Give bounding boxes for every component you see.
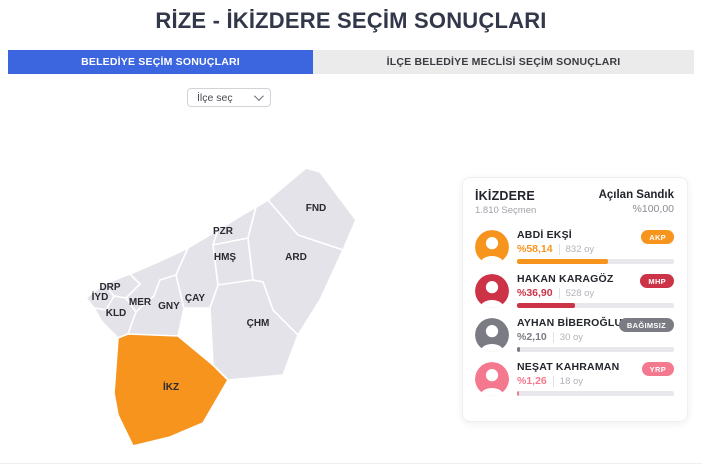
party-badge: MHP bbox=[640, 274, 674, 288]
opened-ballot-value: %100,00 bbox=[632, 203, 674, 215]
vote-bar-track bbox=[517, 259, 674, 264]
vote-bar-fill bbox=[517, 347, 521, 352]
province-map-container: İYD DRP KLD MER GNY ÇAY PZR HMŞ FND ARD ÇHM İKZ bbox=[58, 150, 403, 465]
map-label-mer: MER bbox=[129, 297, 152, 308]
person-avatar-icon bbox=[475, 318, 509, 352]
person-avatar-icon bbox=[475, 362, 509, 396]
results-voter-count: 1.810 Seçmen bbox=[475, 205, 537, 216]
map-label-drp: DRP bbox=[99, 282, 120, 293]
vote-bar-fill bbox=[517, 303, 575, 308]
candidate-percent: %58,14 bbox=[517, 243, 553, 255]
map-label-çay: ÇAY bbox=[185, 293, 206, 304]
vote-bar-track bbox=[517, 391, 674, 396]
candidate-votes: 30 oy bbox=[552, 332, 583, 343]
candidate-percent: %36,90 bbox=[517, 287, 553, 299]
candidate-name: HAKAN KARAGÖZ bbox=[517, 273, 614, 285]
party-badge: YRP bbox=[641, 362, 674, 376]
map-label-i̇kz: İKZ bbox=[163, 380, 179, 393]
candidate-percent: %2,10 bbox=[517, 331, 547, 343]
party-badge: BAĞIMSIZ bbox=[618, 318, 674, 332]
map-label-fnd: FND bbox=[306, 203, 327, 214]
candidate-percent: %1,26 bbox=[517, 375, 547, 387]
vote-bar-track bbox=[517, 347, 674, 352]
candidate-votes: 18 oy bbox=[552, 376, 583, 387]
vote-bar-fill bbox=[517, 391, 519, 396]
candidate-votes: 528 oy bbox=[558, 288, 594, 299]
candidate-votes: 832 oy bbox=[558, 244, 594, 255]
district-select-value: İlçe seç bbox=[197, 91, 233, 104]
opened-ballot-label: Açılan Sandık bbox=[598, 189, 674, 201]
candidate-row: AYHAN BİBEROĞLU %2,10 30 oy BAĞIMSIZ bbox=[475, 316, 674, 352]
map-label-kld: KLD bbox=[106, 308, 127, 319]
map-label-ard: ARD bbox=[285, 252, 307, 263]
map-region-çhm[interactable] bbox=[209, 279, 299, 381]
tab-ilce-belediye-meclisi-secim-sonuclari[interactable]: İLÇE BELEDİYE MECLİSİ SEÇİM SONUÇLARI bbox=[313, 50, 694, 74]
candidate-row: HAKAN KARAGÖZ %36,90 528 oy MHP bbox=[475, 272, 674, 308]
map-label-gny: GNY bbox=[158, 301, 180, 312]
person-avatar-icon bbox=[475, 230, 509, 264]
map-label-hmş: HMŞ bbox=[214, 252, 237, 263]
party-badge: AKP bbox=[641, 230, 674, 244]
candidate-row: NEŞAT KAHRAMAN %1,26 18 oy YRP bbox=[475, 360, 674, 396]
results-district-name: İKİZDERE bbox=[475, 189, 535, 203]
candidate-name: AYHAN BİBEROĞLU bbox=[517, 317, 623, 329]
tab-belediye-secim-sonuclari[interactable]: BELEDİYE SEÇİM SONUÇLARI bbox=[8, 50, 313, 74]
map-label-i̇yd: İYD bbox=[92, 290, 109, 303]
map-label-çhm: ÇHM bbox=[247, 318, 270, 329]
candidate-name: ABDİ EKŞİ bbox=[517, 229, 572, 241]
map-region-i̇kz[interactable] bbox=[113, 333, 229, 447]
vote-bar-fill bbox=[517, 259, 609, 264]
tab-bar: BELEDİYE SEÇİM SONUÇLARI İLÇE BELEDİYE M… bbox=[8, 50, 694, 74]
person-avatar-icon bbox=[475, 274, 509, 308]
footer-divider bbox=[0, 463, 702, 464]
map-label-pzr: PZR bbox=[213, 226, 234, 237]
candidate-name: NEŞAT KAHRAMAN bbox=[517, 361, 620, 373]
chevron-down-icon bbox=[253, 91, 264, 102]
results-panel: İKİZDERE 1.810 Seçmen Açılan Sandık %100… bbox=[462, 177, 688, 422]
page-title: RİZE - İKİZDERE SEÇİM SONUÇLARI bbox=[155, 8, 547, 33]
candidate-row: ABDİ EKŞİ %58,14 832 oy AKP bbox=[475, 228, 674, 264]
results-panel-header: İKİZDERE 1.810 Seçmen Açılan Sandık %100… bbox=[475, 189, 674, 216]
vote-bar-track bbox=[517, 303, 674, 308]
district-select[interactable]: İlçe seç bbox=[187, 88, 271, 107]
candidate-list: ABDİ EKŞİ %58,14 832 oy AKP HAKAN KARAGÖ… bbox=[475, 228, 674, 396]
